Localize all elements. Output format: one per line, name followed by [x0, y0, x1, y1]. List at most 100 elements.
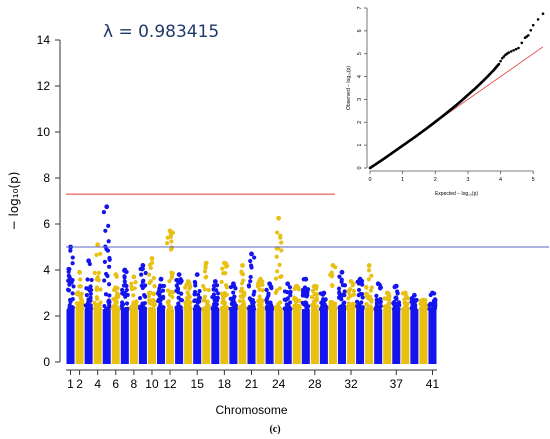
qq-point [541, 12, 545, 16]
snp-point [107, 293, 112, 298]
snp-point [122, 279, 127, 284]
snp-point [70, 261, 75, 266]
snp-point [273, 305, 278, 310]
snp-point [233, 304, 238, 310]
snp-point [212, 303, 217, 308]
qq-y-tick-label: 7 [357, 6, 363, 9]
snp-point [161, 294, 166, 300]
snp-point [160, 288, 166, 293]
snp-point [139, 272, 144, 277]
chromosome-36-points [382, 290, 392, 364]
snp-point [332, 306, 337, 312]
chromosome-26-band [292, 309, 301, 364]
snp-point [158, 283, 163, 288]
snp-point [359, 300, 364, 305]
snp-point [358, 280, 363, 286]
snp-point [169, 239, 174, 244]
snp-point [345, 306, 351, 312]
chromosome-19-band [229, 309, 238, 364]
y-tick-label: 0 [43, 355, 50, 369]
snp-point [129, 281, 134, 286]
qq-point [527, 34, 530, 37]
snp-point [137, 295, 143, 301]
chromosome-3-band [84, 309, 93, 364]
snp-point [113, 298, 118, 303]
snp-point [120, 291, 125, 296]
snp-point [70, 291, 75, 296]
snp-point [258, 306, 263, 312]
snp-point [248, 274, 253, 280]
snp-point [275, 269, 280, 274]
snp-point [151, 303, 156, 308]
snp-point [206, 287, 211, 293]
snp-point [124, 287, 129, 293]
snp-point [342, 289, 347, 294]
qq-point [500, 56, 504, 60]
x-tick-label: 24 [272, 377, 286, 391]
snp-point [165, 288, 171, 293]
snp-point [86, 297, 91, 302]
chromosome-35-points [373, 281, 383, 364]
peak-snp-point [131, 274, 137, 280]
snp-point [339, 279, 344, 284]
chromosome-24-points [273, 215, 284, 364]
snp-point [219, 279, 224, 285]
chromosome-15-points [192, 272, 202, 364]
snp-point [176, 280, 181, 285]
snp-point [288, 293, 293, 298]
peak-snp-point [402, 290, 408, 296]
peak-snp-point [95, 242, 101, 248]
qq-point [512, 48, 515, 52]
peak-snp-point [312, 283, 318, 289]
qq-x-tick-label: 2 [434, 177, 437, 183]
peak-snp-point [330, 263, 336, 268]
snp-point [106, 223, 111, 228]
snp-point [86, 286, 91, 291]
snp-point [106, 298, 111, 303]
peak-snp-point [113, 272, 119, 277]
peak-snp-point [294, 283, 300, 289]
chromosome-38-band [401, 309, 410, 364]
snp-point [158, 302, 163, 307]
chromosome-28-band [310, 309, 319, 364]
snp-point [351, 288, 356, 293]
chromosome-9-band [138, 309, 147, 364]
chromosome-10-points [146, 256, 157, 364]
snp-point [350, 301, 356, 306]
chromosome-29-points [318, 290, 329, 364]
snp-point [260, 288, 265, 293]
peak-snp-point [158, 276, 164, 282]
peak-snp-point [231, 281, 236, 287]
chromosome-30-band [328, 309, 337, 364]
snp-point [241, 299, 246, 304]
snp-point [277, 262, 282, 267]
snp-point [146, 290, 152, 295]
snp-point [285, 290, 290, 295]
snp-point [238, 289, 244, 294]
snp-point [93, 303, 98, 308]
snp-point [123, 294, 128, 299]
y-tick-label: 10 [37, 125, 51, 139]
snp-point [106, 239, 111, 244]
snp-point [132, 300, 137, 305]
snp-point [147, 280, 152, 286]
snp-point [279, 248, 284, 253]
snp-point [294, 297, 299, 302]
peak-snp-point [393, 283, 399, 289]
snp-point [185, 298, 191, 303]
snp-point [213, 306, 218, 311]
snp-point [120, 287, 125, 292]
snp-point [225, 305, 230, 310]
qq-y-tick-label: 0 [357, 166, 363, 169]
snp-point [396, 300, 402, 305]
chromosome-32-points [345, 279, 356, 364]
snp-point [231, 290, 236, 295]
chromosome-32-band [347, 309, 356, 364]
snp-point [187, 286, 192, 291]
chromosome-18-points [219, 260, 230, 364]
chromosome-37-points [391, 283, 402, 364]
snp-point [278, 274, 283, 280]
chromosome-22-band [256, 309, 265, 364]
snp-point [252, 255, 257, 260]
snp-point [106, 282, 112, 287]
